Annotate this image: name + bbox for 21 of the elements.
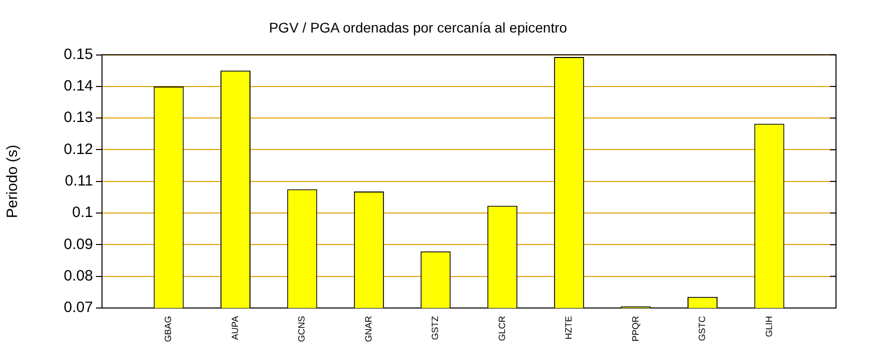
y-tick-label: 0.07 bbox=[64, 299, 93, 316]
y-tick-label: 0.08 bbox=[64, 267, 93, 284]
x-tick-label: GNAR bbox=[363, 316, 374, 342]
y-tick-label: 0.15 bbox=[64, 46, 93, 63]
chart-title: PGV / PGA ordenadas por cercanía al epicentro bbox=[268, 19, 568, 36]
y-tick-label: 0.09 bbox=[64, 236, 93, 253]
x-tick-label: GSTZ bbox=[430, 315, 440, 340]
y-axis-title: Periodo (s) bbox=[4, 144, 22, 218]
x-tick-label: AUPA bbox=[230, 316, 240, 340]
y-tick-label: 0.11 bbox=[64, 172, 93, 190]
x-tick-label: GBAG bbox=[163, 316, 174, 342]
y-tick-label: 0.14 bbox=[64, 78, 93, 95]
x-tick-label: GSTC bbox=[697, 316, 708, 342]
x-tick-label: GCNS bbox=[296, 316, 307, 342]
y-tick-label: 0.12 bbox=[64, 140, 93, 158]
x-tick-label: GLIH bbox=[764, 316, 774, 338]
x-tick-label: GLCR bbox=[496, 316, 507, 342]
y-tick-label: 0.13 bbox=[64, 109, 93, 126]
y-tick-label: 0.1 bbox=[72, 204, 93, 222]
x-tick-label: PPQR bbox=[630, 316, 640, 342]
x-tick-label: HZTE bbox=[564, 316, 574, 340]
